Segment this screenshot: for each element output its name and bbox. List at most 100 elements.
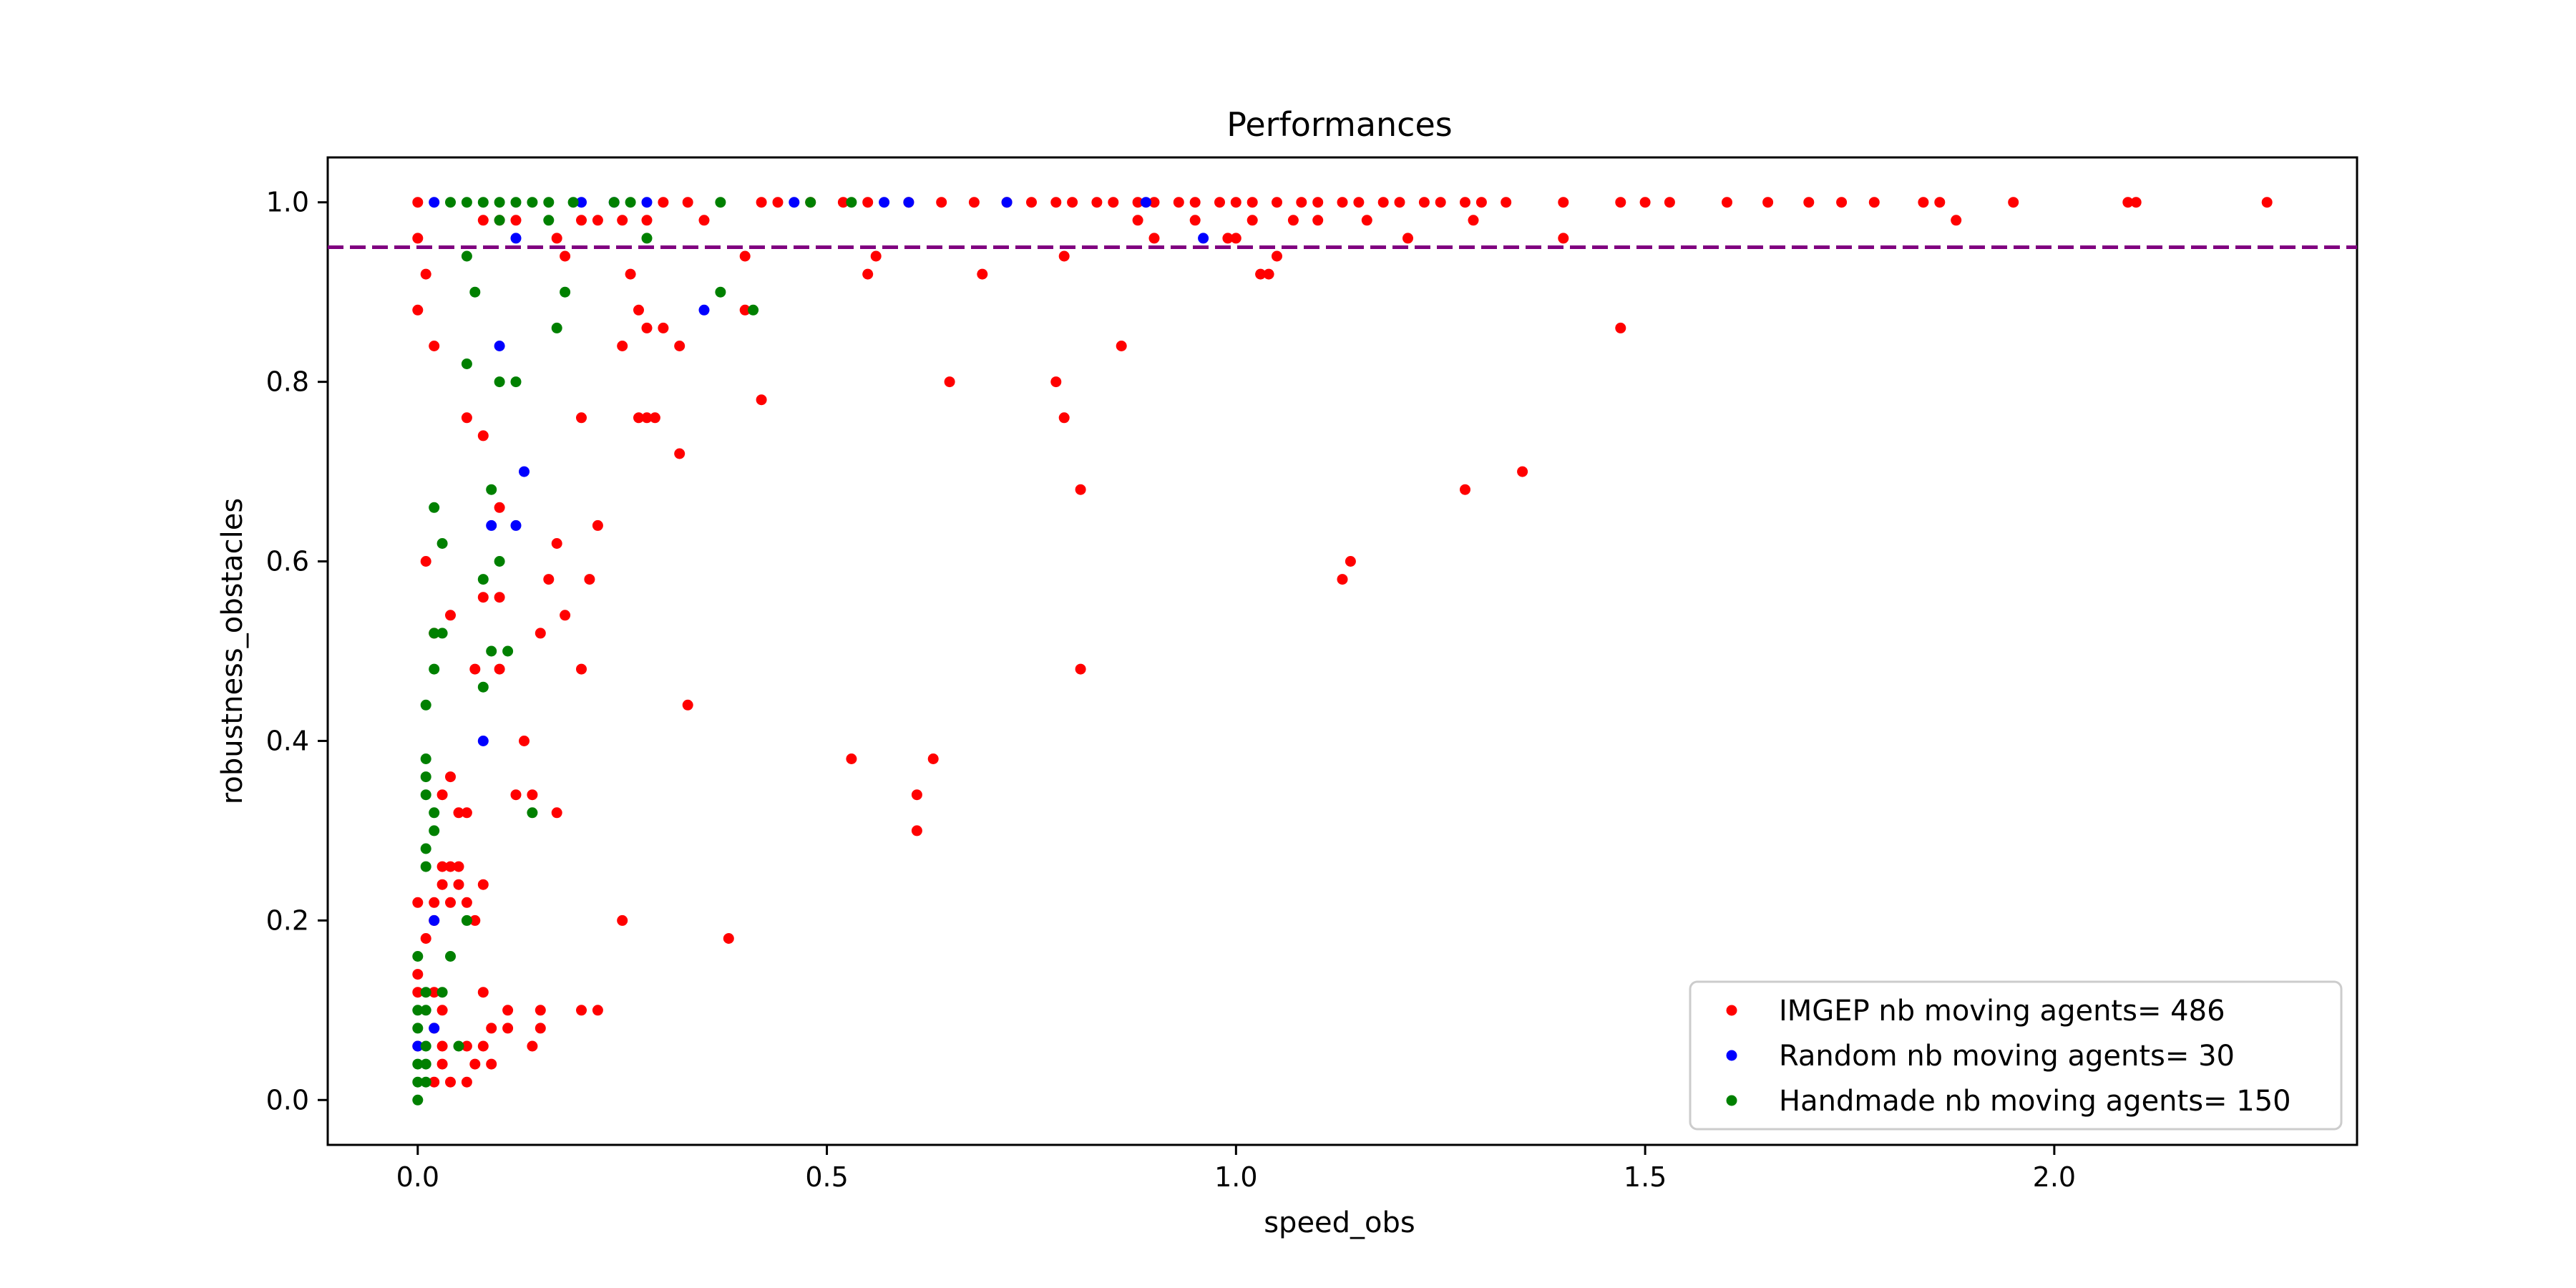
- data-point: [461, 197, 472, 208]
- data-point: [789, 197, 800, 208]
- data-point: [445, 771, 456, 783]
- legend-label: Handmade nb moving agents= 150: [1779, 1085, 2291, 1118]
- data-point: [1836, 197, 1848, 208]
- data-point: [1198, 233, 1209, 244]
- data-point: [477, 1040, 489, 1052]
- data-point: [617, 914, 628, 926]
- data-point: [641, 215, 653, 226]
- data-point: [1173, 197, 1184, 208]
- data-point: [551, 807, 562, 819]
- y-tick-label: 1.0: [266, 187, 309, 218]
- data-point: [641, 322, 653, 333]
- data-point: [1132, 215, 1143, 226]
- data-point: [633, 304, 644, 316]
- data-point: [1312, 197, 1324, 208]
- data-point: [420, 556, 431, 567]
- data-point: [436, 987, 448, 998]
- data-point: [412, 951, 424, 962]
- data-point: [412, 1005, 424, 1016]
- data-point: [429, 663, 440, 675]
- data-point: [1460, 197, 1470, 208]
- data-point: [1615, 197, 1626, 208]
- series-2: [412, 197, 857, 1106]
- data-point: [477, 197, 489, 208]
- chart-title: Performances: [1226, 105, 1452, 144]
- data-point: [1435, 197, 1446, 208]
- data-point: [649, 412, 660, 424]
- data-point: [1722, 197, 1732, 208]
- data-point: [911, 825, 922, 836]
- data-point: [527, 1040, 538, 1052]
- data-point: [658, 197, 669, 208]
- data-point: [1050, 376, 1062, 388]
- data-point: [1337, 574, 1348, 585]
- data-point: [551, 233, 562, 244]
- data-point: [453, 1040, 464, 1052]
- data-point: [535, 1023, 546, 1034]
- data-point: [429, 197, 440, 208]
- data-point: [543, 215, 555, 226]
- data-point: [1418, 197, 1430, 208]
- data-point: [420, 987, 431, 998]
- data-point: [429, 1023, 440, 1034]
- x-tick-label: 1.5: [1624, 1161, 1667, 1193]
- legend-marker: [1726, 1050, 1737, 1061]
- data-point: [1189, 197, 1201, 208]
- data-point: [862, 197, 874, 208]
- data-point: [756, 394, 767, 406]
- data-point: [879, 197, 890, 208]
- data-point: [420, 1076, 431, 1088]
- data-point: [936, 197, 947, 208]
- data-point: [453, 861, 464, 872]
- data-point: [1934, 197, 1946, 208]
- data-point: [494, 556, 505, 567]
- x-tick-label: 0.0: [396, 1161, 439, 1193]
- data-point: [1868, 197, 1880, 208]
- data-point: [1075, 484, 1086, 495]
- data-point: [772, 197, 784, 208]
- data-points: [412, 197, 2273, 1106]
- data-point: [846, 197, 857, 208]
- data-point: [429, 987, 440, 998]
- data-point: [739, 304, 751, 316]
- data-point: [412, 304, 424, 316]
- data-point: [1058, 412, 1070, 424]
- y-tick-label: 0.0: [266, 1084, 309, 1116]
- data-point: [560, 250, 571, 262]
- data-point: [1377, 197, 1389, 208]
- data-point: [592, 1005, 603, 1016]
- data-point: [420, 1005, 431, 1016]
- data-point: [1067, 197, 1078, 208]
- data-point: [617, 341, 628, 351]
- data-point: [477, 736, 489, 746]
- data-point: [1337, 197, 1348, 208]
- data-point: [551, 538, 562, 549]
- data-point: [592, 215, 603, 226]
- data-point: [1517, 466, 1528, 477]
- data-point: [436, 628, 448, 639]
- legend-label: IMGEP nb moving agents= 486: [1779, 995, 2225, 1028]
- x-axis-label: speed_obs: [1264, 1206, 1415, 1239]
- data-point: [494, 502, 505, 513]
- data-point: [1558, 233, 1569, 244]
- data-point: [608, 197, 620, 208]
- data-point: [1296, 197, 1307, 208]
- data-point: [1361, 215, 1372, 226]
- data-point: [527, 789, 538, 801]
- data-point: [445, 610, 456, 621]
- data-point: [560, 610, 571, 621]
- data-point: [429, 807, 440, 819]
- data-point: [1558, 197, 1569, 208]
- data-point: [1148, 197, 1160, 208]
- data-point: [477, 592, 489, 603]
- data-point: [469, 663, 481, 675]
- data-point: [527, 197, 538, 208]
- data-point: [911, 789, 922, 801]
- data-point: [445, 197, 456, 208]
- data-point: [420, 771, 431, 783]
- data-point: [1230, 197, 1241, 208]
- data-point: [592, 519, 603, 531]
- data-point: [477, 987, 489, 998]
- data-point: [2130, 197, 2142, 208]
